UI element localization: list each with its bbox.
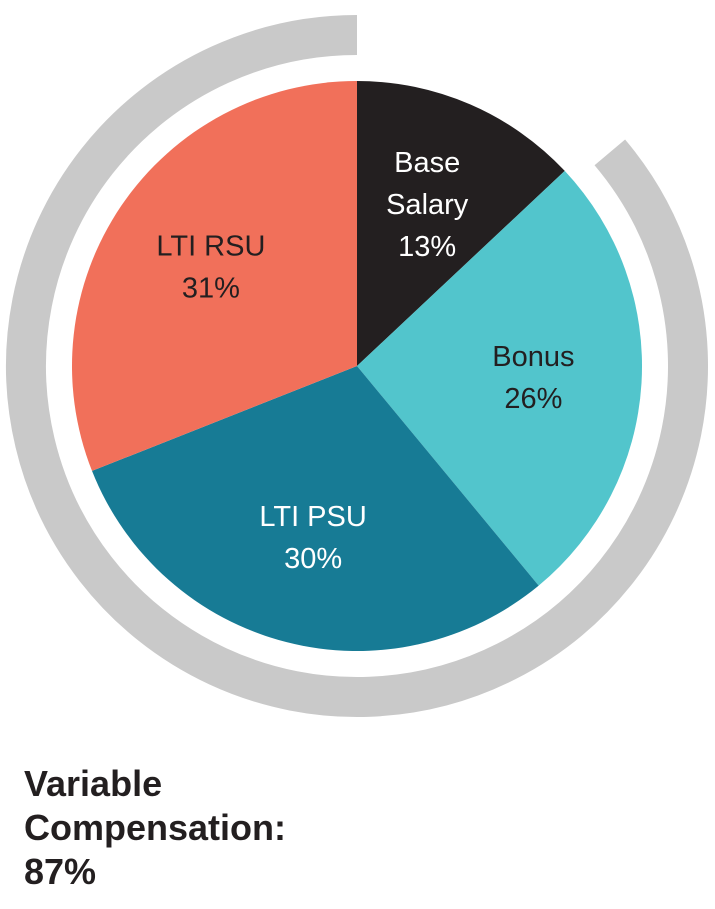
slice-name-bonus: Bonus (492, 341, 574, 373)
slice-value-lti-psu: 30% (284, 543, 342, 575)
slice-bonus (357, 170, 643, 586)
slice-lti-psu (92, 366, 539, 652)
slice-label-lti-psu: LTI PSU 30% (259, 501, 366, 575)
slice-base-salary (357, 81, 565, 366)
slice-label-bonus: Bonus 26% (492, 341, 574, 415)
slice-value-lti-rsu: 31% (182, 273, 240, 305)
slice-name-base-salary: Salary (386, 189, 469, 221)
caption-line-3: 87% (24, 851, 97, 892)
caption-line-1: Variable (24, 763, 163, 804)
slice-name-lti-rsu: LTI RSU (156, 231, 265, 263)
pie-slices (71, 80, 643, 652)
variable-compensation-caption: Variable Compensation: 87% (24, 762, 286, 894)
slice-name-lti-psu: LTI PSU (259, 501, 366, 533)
slice-value-bonus: 26% (504, 383, 562, 415)
slice-name-base-salary: Base (394, 147, 460, 179)
slice-value-base-salary: 13% (398, 231, 456, 263)
compensation-pie-chart: Base Salary 13% Bonus 26% LTI PSU 30% LTI RSU 31… (6, 15, 708, 717)
ring-arc-variable-compensation (6, 15, 708, 717)
slice-lti-rsu (71, 80, 358, 471)
slice-label-base-salary: Base Salary 13% (386, 147, 469, 263)
pie-labels: Base Salary 13% Bonus 26% LTI PSU 30% LTI RSU 31… (156, 147, 574, 575)
caption-line-2: Compensation: (24, 807, 287, 848)
variable-compensation-ring (6, 15, 708, 717)
slice-label-lti-rsu: LTI RSU 31% (156, 231, 265, 305)
